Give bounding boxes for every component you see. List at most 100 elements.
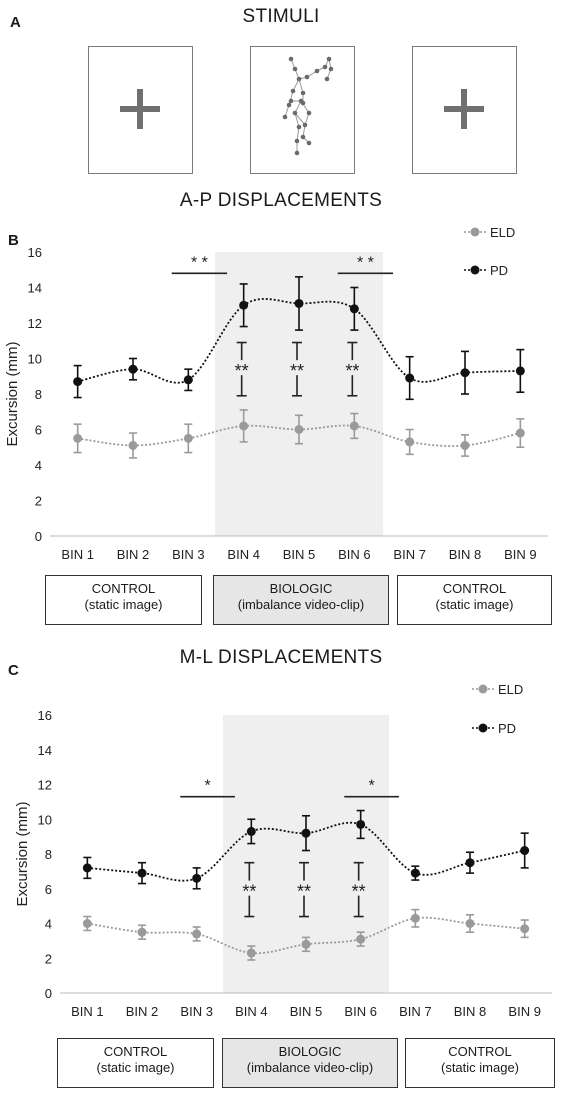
- data-point-pd: [128, 364, 138, 374]
- y-tick-label: 10: [28, 352, 42, 367]
- significance-marker-bg: [284, 360, 310, 376]
- point-light-walker-icon: [282, 56, 334, 156]
- data-point-eld: [301, 939, 311, 949]
- data-point-pd: [82, 863, 92, 873]
- data-point-pd: [239, 300, 249, 310]
- data-point-pd: [183, 375, 193, 385]
- condition-name: CONTROL: [448, 1044, 512, 1059]
- condition-detail: (static image): [435, 597, 514, 612]
- condition-detail: (imbalance video-clip): [237, 597, 365, 612]
- data-point-eld: [239, 421, 249, 431]
- legend-label: PD: [490, 263, 508, 278]
- condition-name: CONTROL: [103, 1044, 168, 1059]
- data-point-pd: [410, 868, 420, 878]
- condition-control-1: CONTROL (static image): [57, 1038, 214, 1088]
- x-tick-label: BIN 9: [508, 1004, 541, 1019]
- data-point-pd: [294, 298, 304, 308]
- x-tick-label: BIN 1: [61, 547, 94, 562]
- condition-control-2: CONTROL (static image): [397, 575, 552, 625]
- condition-control-2: CONTROL (static image): [405, 1038, 555, 1088]
- data-point-eld: [460, 440, 470, 450]
- stimulus-biologic: [250, 46, 355, 174]
- x-tick-label: BIN 8: [449, 547, 482, 562]
- y-tick-label: 6: [45, 882, 52, 897]
- y-tick-label: 4: [45, 917, 52, 932]
- ml-displacement-chart: 0 2 4 6 8 10 12 14 16 Excursion (mm) BIN 1 BIN 2 BIN…: [14, 682, 552, 1019]
- condition-detail: (static image): [440, 1060, 520, 1075]
- series-line-eld: [77, 424, 521, 447]
- legend-swatch-marker: [470, 227, 480, 237]
- y-tick-label: 2: [35, 494, 42, 509]
- condition-biologic: BIOLOGIC (imbalance video-clip): [213, 575, 389, 625]
- panel-b-letter: B: [8, 232, 19, 249]
- x-tick-label: BIN 3: [172, 547, 205, 562]
- data-point-pd: [349, 304, 359, 314]
- data-point-eld: [405, 437, 415, 447]
- significance-marker: * *: [191, 254, 208, 271]
- data-point-eld: [410, 913, 420, 923]
- significance-marker-bg: [236, 880, 263, 896]
- data-point-eld: [192, 929, 202, 939]
- x-tick-label: BIN 1: [71, 1004, 104, 1019]
- significance-marker: **: [352, 882, 366, 902]
- y-tick-label: 6: [35, 423, 42, 438]
- data-point-pd: [73, 377, 83, 387]
- y-tick-label: 4: [35, 458, 42, 473]
- significance-marker-bg: [291, 880, 317, 896]
- stimulus-control-left: [88, 46, 193, 174]
- data-point-eld: [73, 433, 83, 443]
- y-tick-label: 16: [28, 245, 42, 260]
- y-tick-label: 8: [35, 387, 42, 402]
- data-point-pd: [137, 868, 147, 878]
- data-point-eld: [82, 919, 92, 928]
- legend-swatch-marker: [478, 723, 488, 733]
- legend-label: PD: [498, 721, 516, 736]
- x-tick-label: BIN 7: [399, 1004, 432, 1019]
- y-tick-label: 2: [45, 951, 52, 966]
- data-point-eld: [128, 440, 138, 450]
- data-point-eld: [520, 924, 530, 934]
- data-point-pd: [460, 368, 470, 378]
- significance-marker: *: [368, 778, 374, 795]
- data-point-eld: [465, 919, 475, 928]
- y-tick-label: 10: [38, 812, 52, 827]
- data-point-eld: [183, 433, 193, 443]
- data-point-eld: [246, 948, 256, 958]
- data-point-pd: [465, 858, 475, 868]
- data-point-pd: [246, 826, 256, 836]
- y-tick-label: 14: [38, 743, 52, 758]
- condition-biologic: BIOLOGIC (imbalance video-clip): [222, 1038, 398, 1088]
- x-tick-label: BIN 8: [454, 1004, 487, 1019]
- significance-marker: * *: [357, 254, 374, 271]
- legend-swatch-marker: [470, 265, 480, 275]
- condition-name: CONTROL: [442, 581, 507, 596]
- data-point-eld: [349, 421, 359, 431]
- y-axis-label: Excursion (mm): [14, 801, 31, 906]
- data-point-eld: [356, 934, 366, 944]
- condition-name: BIOLOGIC: [269, 581, 333, 596]
- data-point-eld: [137, 927, 147, 937]
- significance-marker: *: [204, 778, 210, 795]
- x-tick-label: BIN 2: [126, 1004, 159, 1019]
- condition-name: CONTROL: [91, 581, 156, 596]
- data-point-pd: [520, 846, 530, 856]
- significance-marker: **: [290, 361, 304, 381]
- panel-a-title: STIMULI: [242, 6, 320, 27]
- significance-marker: **: [345, 361, 359, 381]
- condition-detail: (static image): [96, 1060, 175, 1075]
- significance-marker-bg: [339, 360, 366, 376]
- condition-detail: (static image): [84, 597, 163, 612]
- x-tick-label: BIN 4: [227, 547, 260, 562]
- x-tick-label: BIN 9: [504, 547, 537, 562]
- data-point-eld: [294, 425, 304, 434]
- series-line-pd: [87, 821, 525, 882]
- y-tick-label: 14: [28, 281, 42, 296]
- significance-marker-bg: [345, 880, 372, 896]
- panel-c-letter: C: [8, 662, 19, 679]
- legend-label: ELD: [490, 225, 515, 240]
- data-point-pd: [301, 828, 311, 838]
- y-tick-label: 8: [45, 847, 52, 862]
- cross-icon: [120, 89, 160, 129]
- panel-a-letter: A: [10, 14, 21, 31]
- ap-displacement-chart: 0 2 4 6 8 10 12 14 16 Excursion (mm) BIN 1 BIN 2 BIN…: [4, 225, 548, 562]
